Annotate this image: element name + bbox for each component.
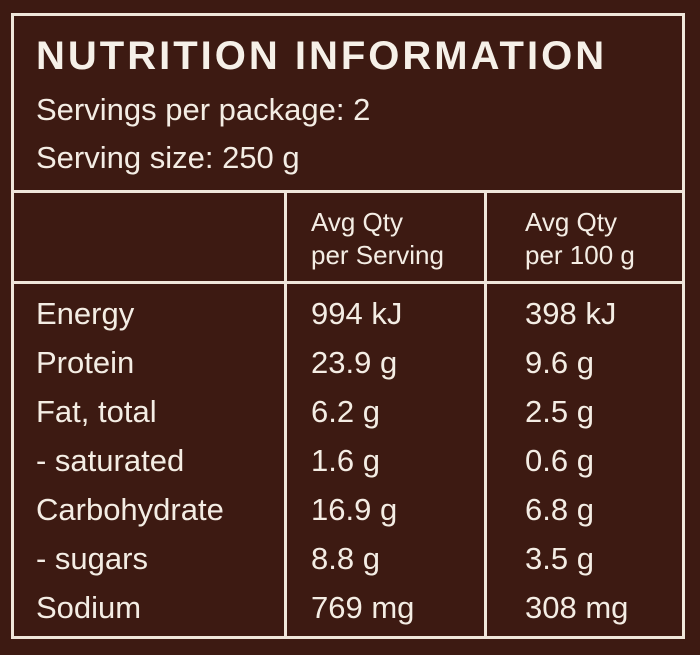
servings-per-package: Servings per package: 2 bbox=[36, 92, 371, 127]
per-100g-value: 6.8 g bbox=[525, 492, 594, 527]
nutrient-name: Fat, total bbox=[36, 394, 157, 429]
table-row: - sugars 8.8 g 3.5 g bbox=[14, 534, 682, 583]
per-serving-value: 994 kJ bbox=[311, 296, 403, 331]
column-header-line: Avg Qty bbox=[525, 207, 618, 237]
table-row: Fat, total 6.2 g 2.5 g bbox=[14, 387, 682, 436]
per-serving-value: 769 mg bbox=[311, 590, 415, 625]
nutrition-panel: NUTRITION INFORMATION Servings per packa… bbox=[11, 13, 685, 639]
per-100g-value: 0.6 g bbox=[525, 443, 594, 478]
serving-size: Serving size: 250 g bbox=[36, 140, 300, 175]
per-100g-value: 308 mg bbox=[525, 590, 629, 625]
nutrition-header: NUTRITION INFORMATION Servings per packa… bbox=[14, 16, 682, 193]
header-divider bbox=[14, 281, 682, 284]
table-row: Protein 23.9 g 9.6 g bbox=[14, 338, 682, 387]
table-row: - saturated 1.6 g 0.6 g bbox=[14, 436, 682, 485]
per-100g-value: 9.6 g bbox=[525, 345, 594, 380]
column-header-line: per Serving bbox=[311, 240, 444, 270]
column-divider bbox=[484, 193, 487, 636]
per-serving-value: 6.2 g bbox=[311, 394, 380, 429]
nutrient-name: - saturated bbox=[36, 443, 185, 478]
per-100g-value: 3.5 g bbox=[525, 541, 594, 576]
per-serving-value: 23.9 g bbox=[311, 345, 398, 380]
nutrient-name: Protein bbox=[36, 345, 135, 380]
per-serving-value: 8.8 g bbox=[311, 541, 380, 576]
column-header-line: Avg Qty bbox=[311, 207, 404, 237]
column-header-per-100g: Avg Qty per 100 g bbox=[525, 206, 635, 272]
per-100g-value: 398 kJ bbox=[525, 296, 617, 331]
table-row: Energy 994 kJ 398 kJ bbox=[14, 289, 682, 338]
per-100g-value: 2.5 g bbox=[525, 394, 594, 429]
nutrient-name: Energy bbox=[36, 296, 135, 331]
per-serving-value: 16.9 g bbox=[311, 492, 398, 527]
table-row: Carbohydrate 16.9 g 6.8 g bbox=[14, 485, 682, 534]
table-row: Sodium 769 mg 308 mg bbox=[14, 583, 682, 632]
per-serving-value: 1.6 g bbox=[311, 443, 380, 478]
panel-title: NUTRITION INFORMATION bbox=[36, 34, 608, 78]
column-divider bbox=[284, 193, 287, 636]
column-header-line: per 100 g bbox=[525, 240, 635, 270]
column-header-per-serving: Avg Qty per Serving bbox=[311, 206, 444, 272]
nutrient-name: - sugars bbox=[36, 541, 148, 576]
nutrient-name: Sodium bbox=[36, 590, 142, 625]
nutrient-name: Carbohydrate bbox=[36, 492, 224, 527]
